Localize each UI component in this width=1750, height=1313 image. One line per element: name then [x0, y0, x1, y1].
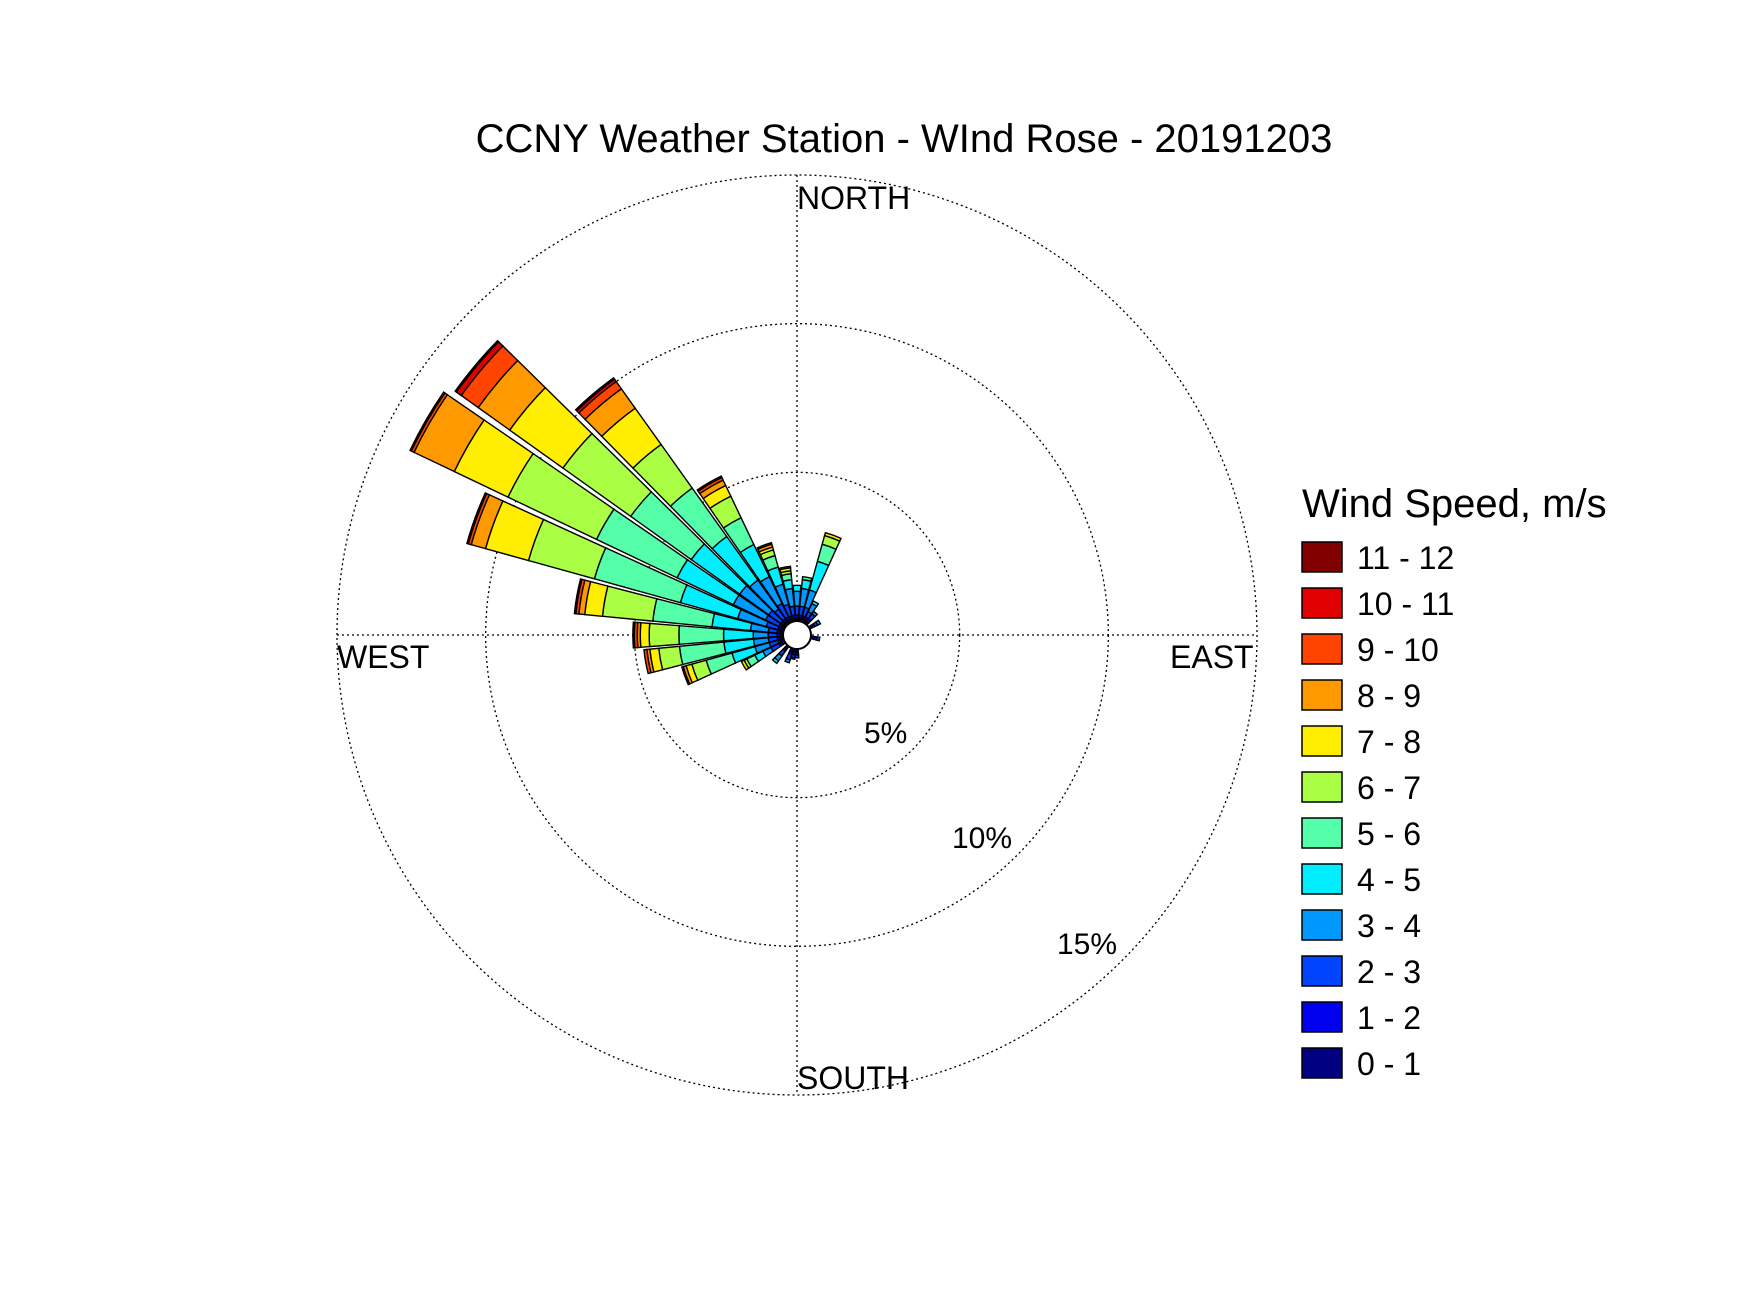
rose-segment-270-6-7: [648, 622, 681, 648]
rose-segment-0-4-5: [792, 584, 802, 593]
ring-label-15: 15%: [1057, 928, 1117, 961]
legend: Wind Speed, m/s 11 - 12 10 - 11 9 - 10 8 - …: [1301, 482, 1607, 1082]
legend-swatch: [1301, 587, 1343, 619]
legend-swatch: [1301, 679, 1343, 711]
legend-label: 7 - 8: [1357, 724, 1421, 760]
rose-segment-340-9-10: [756, 541, 773, 551]
legend-label: 1 - 2: [1357, 1000, 1421, 1036]
legend-label: 9 - 10: [1357, 632, 1439, 668]
rose-segment-270-7-8: [639, 621, 651, 649]
legend-label: 0 - 1: [1357, 1046, 1421, 1082]
rose-segment-100-2-3: [815, 636, 821, 642]
legend-swatch: [1301, 771, 1343, 803]
legend-label: 4 - 5: [1357, 862, 1421, 898]
rose-segment-200-3-4: [784, 657, 791, 664]
legend-swatch: [1301, 541, 1343, 573]
legend-swatch: [1301, 633, 1343, 665]
chart-title: CCNY Weather Station - WInd Rose - 20191…: [476, 117, 1333, 161]
rose-bars: [409, 339, 842, 686]
rose-segment-270-5-6: [678, 624, 725, 646]
rose-segment-290-10-11: [466, 492, 488, 545]
legend-label: 10 - 11: [1357, 586, 1454, 622]
legend-label: 2 - 3: [1357, 954, 1421, 990]
rose-segment-20-7-8: [823, 531, 842, 543]
rose-segment-10-5-6: [801, 575, 813, 582]
legend-swatch: [1301, 863, 1343, 895]
rose-segment-280-10-11: [573, 578, 583, 615]
ring-label-10: 10%: [952, 822, 1012, 855]
legend-label: 6 - 7: [1357, 770, 1421, 806]
rose-segment-40-3-4: [811, 610, 819, 618]
rose-segment-320-11-12: [574, 376, 616, 412]
legend-swatch: [1301, 909, 1343, 941]
rose-segment-30-4-5: [811, 599, 820, 608]
south-label: SOUTH: [797, 1060, 909, 1096]
rose-segment-330-10-11: [696, 475, 723, 493]
legend-label: 8 - 9: [1357, 678, 1421, 714]
ring-label-5: 5%: [864, 717, 907, 750]
legend-label: 3 - 4: [1357, 908, 1421, 944]
rose-segment-350-8-9: [778, 565, 792, 571]
north-label: NORTH: [797, 180, 910, 216]
rose-segment-60-3-4: [814, 619, 822, 627]
west-label: WEST: [337, 639, 429, 675]
grid-ring-15: [336, 174, 1258, 1096]
legend-label: 11 - 12: [1357, 540, 1454, 576]
rose-segment-250-9-10: [680, 665, 691, 686]
legend-swatch: [1301, 955, 1343, 987]
legend-swatch: [1301, 1001, 1343, 1033]
rose-segment-310-11-12: [454, 339, 500, 394]
rose-segment-260-9-10: [643, 648, 652, 675]
rose-segment-240-7-8: [740, 659, 750, 671]
rose-segment-270-10-11: [632, 621, 636, 649]
center-circle: [782, 620, 812, 650]
east-label: EAST: [1170, 639, 1254, 675]
legend-label: 5 - 6: [1357, 816, 1421, 852]
rose-segment-300-10-11: [409, 391, 446, 452]
legend-title: Wind Speed, m/s: [1302, 482, 1607, 526]
legend-swatch: [1301, 725, 1343, 757]
legend-swatch: [1301, 817, 1343, 849]
rose-segment-220-4-5: [771, 656, 780, 665]
rose-segment-20-4-5: [808, 560, 830, 594]
center-hole: [782, 620, 812, 650]
legend-swatch: [1301, 1047, 1343, 1079]
